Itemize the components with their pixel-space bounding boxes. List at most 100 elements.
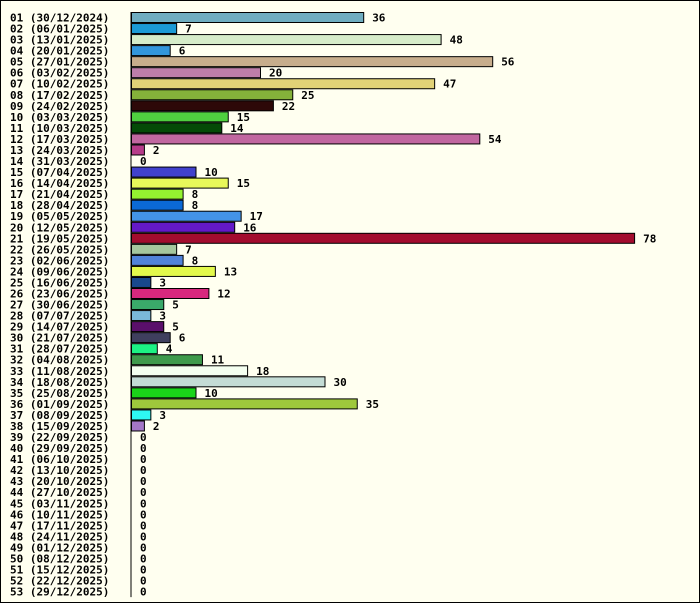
category-label: 44 (27/10/2025)	[10, 486, 109, 499]
category-label: 31 (28/07/2025)	[10, 343, 109, 356]
category-label: 30 (21/07/2025)	[10, 332, 109, 345]
value-label: 7	[185, 243, 192, 256]
category-label: 46 (10/11/2025)	[10, 508, 109, 521]
value-label: 3	[159, 310, 166, 323]
value-label: 13	[224, 265, 237, 278]
bar	[131, 210, 242, 222]
value-label: 25	[301, 89, 314, 102]
category-label: 09 (24/02/2025)	[10, 100, 109, 113]
value-label: 6	[179, 45, 186, 58]
value-label: 0	[140, 155, 147, 168]
category-label: 08 (17/02/2025)	[10, 89, 109, 102]
bar	[131, 166, 197, 178]
value-label: 48	[450, 34, 463, 47]
value-label: 0	[140, 431, 147, 444]
bar	[131, 387, 197, 399]
value-label: 30	[334, 376, 347, 389]
bar	[131, 243, 178, 255]
value-label: 0	[140, 464, 147, 477]
value-label: 8	[192, 188, 199, 201]
bar	[131, 89, 294, 101]
value-label: 5	[172, 321, 179, 334]
value-label: 16	[243, 221, 257, 234]
category-label: 10 (03/03/2025)	[10, 111, 109, 124]
bar	[131, 354, 203, 366]
bar	[131, 276, 152, 288]
category-label: 35 (25/08/2025)	[10, 387, 109, 400]
category-label: 40 (29/09/2025)	[10, 442, 109, 455]
category-label: 28 (07/07/2025)	[10, 310, 109, 323]
category-label: 12 (17/03/2025)	[10, 133, 109, 146]
category-label: 15 (07/04/2025)	[10, 166, 109, 179]
bar	[131, 111, 229, 123]
bar	[131, 321, 165, 333]
category-label: 37 (08/09/2025)	[10, 409, 109, 422]
category-label: 07 (10/02/2025)	[10, 78, 109, 91]
category-label: 49 (01/12/2025)	[10, 541, 109, 554]
value-label: 0	[140, 442, 147, 455]
bar	[131, 23, 178, 35]
value-label: 7	[185, 23, 192, 36]
bar	[131, 254, 184, 266]
bar	[131, 376, 326, 388]
category-label: 02 (06/01/2025)	[10, 23, 109, 36]
category-label: 52 (22/12/2025)	[10, 575, 109, 588]
bar	[131, 299, 165, 311]
category-label: 51 (15/12/2025)	[10, 564, 109, 577]
category-label: 27 (30/06/2025)	[10, 299, 109, 312]
value-label: 20	[269, 67, 282, 80]
value-label: 10	[205, 166, 218, 179]
category-label: 06 (03/02/2025)	[10, 67, 109, 80]
category-label: 50 (08/12/2025)	[10, 552, 109, 565]
bar	[131, 78, 436, 90]
value-label: 10	[205, 387, 218, 400]
category-label: 01 (30/12/2024)	[10, 12, 109, 25]
bar	[131, 288, 210, 299]
category-label: 16 (14/04/2025)	[10, 177, 109, 190]
value-label: 0	[140, 575, 147, 588]
bar	[131, 133, 481, 145]
category-label: 23 (02/06/2025)	[10, 254, 109, 267]
value-label: 8	[192, 199, 199, 212]
value-label: 0	[140, 486, 147, 499]
value-label: 18	[256, 365, 269, 378]
value-label: 0	[140, 519, 147, 532]
value-label: 2	[153, 144, 160, 157]
category-label: 21 (19/05/2025)	[10, 232, 109, 245]
category-label: 32 (04/08/2025)	[10, 354, 109, 367]
bar	[131, 12, 365, 23]
category-label: 13 (24/03/2025)	[10, 144, 109, 157]
value-label: 78	[643, 232, 656, 245]
category-label: 03 (13/01/2025)	[10, 34, 109, 47]
bar	[131, 177, 229, 189]
category-label: 48 (24/11/2025)	[10, 530, 109, 543]
category-label: 33 (11/08/2025)	[10, 365, 109, 378]
value-label: 35	[366, 398, 379, 411]
category-label: 26 (23/06/2025)	[10, 288, 109, 301]
value-label: 0	[140, 541, 147, 554]
category-label: 05 (27/01/2025)	[10, 56, 109, 69]
value-label: 14	[230, 122, 244, 135]
value-label: 5	[172, 299, 179, 312]
value-label: 0	[140, 552, 147, 565]
value-label: 17	[250, 210, 263, 223]
value-label: 36	[372, 12, 386, 25]
bar	[131, 265, 216, 277]
bar	[131, 122, 223, 134]
value-label: 12	[217, 288, 230, 301]
value-label: 3	[159, 409, 166, 422]
category-label: 43 (20/10/2025)	[10, 475, 109, 488]
category-label: 25 (16/06/2025)	[10, 276, 109, 289]
value-label: 0	[140, 530, 147, 543]
value-label: 0	[140, 497, 147, 510]
value-label: 0	[140, 508, 147, 521]
value-label: 8	[192, 254, 199, 267]
category-label: 18 (28/04/2025)	[10, 199, 109, 212]
category-label: 24 (09/06/2025)	[10, 265, 109, 278]
value-label: 0	[140, 564, 147, 577]
category-label: 39 (22/09/2025)	[10, 431, 109, 444]
category-label: 38 (15/09/2025)	[10, 420, 109, 433]
category-label: 22 (26/05/2025)	[10, 243, 109, 256]
